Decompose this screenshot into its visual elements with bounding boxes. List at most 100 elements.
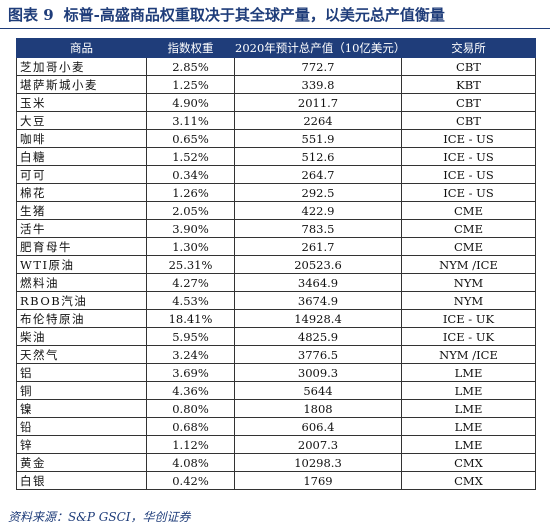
cell-weight: 4.36% xyxy=(146,381,235,400)
table-row: 可可 0.34% 264.7 ICE - US xyxy=(16,165,536,184)
table-row: 天然气 3.24% 3776.5 NYM /ICE xyxy=(16,345,536,364)
table-row: 铜 4.36% 5644 LME xyxy=(16,381,536,400)
cell-output: 3776.5 xyxy=(234,345,402,364)
cell-exchange: LME xyxy=(401,363,536,382)
cell-weight: 2.05% xyxy=(146,201,235,220)
cell-commodity: WTI原油 xyxy=(16,255,147,274)
table-body: 芝加哥小麦 2.85% 772.7 CBT 堪萨斯城小麦 1.25% 339.8 KBT 玉米 4… xyxy=(16,57,536,490)
cell-weight: 4.08% xyxy=(146,453,235,472)
cell-output: 261.7 xyxy=(234,237,402,256)
table-row: 肥育母牛 1.30% 261.7 CME xyxy=(16,237,536,256)
table-row: 柴油 5.95% 4825.9 ICE - UK xyxy=(16,327,536,346)
cell-weight: 4.53% xyxy=(146,291,235,310)
cell-exchange: ICE - US xyxy=(401,165,536,184)
cell-commodity: 白糖 xyxy=(16,147,147,166)
source-note: 资料来源：S&P GSCI，华创证券 xyxy=(8,510,191,524)
table-row: 活牛 3.90% 783.5 CME xyxy=(16,219,536,238)
cell-output: 14928.4 xyxy=(234,309,402,328)
cell-output: 4825.9 xyxy=(234,327,402,346)
cell-exchange: NYM /ICE xyxy=(401,345,536,364)
cell-weight: 3.11% xyxy=(146,111,235,130)
table-row: 黄金 4.08% 10298.3 CMX xyxy=(16,453,536,472)
cell-weight: 4.90% xyxy=(146,93,235,112)
cell-commodity: 芝加哥小麦 xyxy=(16,57,147,76)
cell-exchange: CME xyxy=(401,237,536,256)
table-row: 堪萨斯城小麦 1.25% 339.8 KBT xyxy=(16,75,536,94)
table-row: 咖啡 0.65% 551.9 ICE - US xyxy=(16,129,536,148)
cell-exchange: CME xyxy=(401,219,536,238)
table-row: WTI原油 25.31% 20523.6 NYM /ICE xyxy=(16,255,536,274)
cell-commodity: 肥育母牛 xyxy=(16,237,147,256)
cell-output: 2264 xyxy=(234,111,402,130)
cell-commodity: 玉米 xyxy=(16,93,147,112)
cell-exchange: CMX xyxy=(401,453,536,472)
cell-weight: 5.95% xyxy=(146,327,235,346)
cell-weight: 3.24% xyxy=(146,345,235,364)
cell-exchange: KBT xyxy=(401,75,536,94)
table-row: 芝加哥小麦 2.85% 772.7 CBT xyxy=(16,57,536,76)
cell-commodity: 柴油 xyxy=(16,327,147,346)
figure-label: 图表 9 xyxy=(8,6,54,24)
cell-exchange: ICE - US xyxy=(401,147,536,166)
cell-exchange: CME xyxy=(401,201,536,220)
cell-commodity: 铝 xyxy=(16,363,147,382)
cell-exchange: ICE - UK xyxy=(401,309,536,328)
cell-output: 422.9 xyxy=(234,201,402,220)
header-output: 2020年预计总产值（10亿美元） xyxy=(234,38,405,58)
cell-weight: 0.42% xyxy=(146,471,235,490)
cell-output: 512.6 xyxy=(234,147,402,166)
cell-output: 1808 xyxy=(234,399,402,418)
cell-exchange: LME xyxy=(401,381,536,400)
cell-commodity: RBOB汽油 xyxy=(16,291,147,310)
table-row: 镍 0.80% 1808 LME xyxy=(16,399,536,418)
cell-weight: 1.12% xyxy=(146,435,235,454)
cell-commodity: 黄金 xyxy=(16,453,147,472)
cell-commodity: 可可 xyxy=(16,165,147,184)
cell-output: 772.7 xyxy=(234,57,402,76)
cell-exchange: ICE - US xyxy=(401,183,536,202)
cell-weight: 0.68% xyxy=(146,417,235,436)
cell-commodity: 白银 xyxy=(16,471,147,490)
table-row: 燃料油 4.27% 3464.9 NYM xyxy=(16,273,536,292)
header-exchange: 交易所 xyxy=(401,38,536,58)
header-weight: 指数权重 xyxy=(146,38,235,58)
cell-commodity: 棉花 xyxy=(16,183,147,202)
cell-commodity: 活牛 xyxy=(16,219,147,238)
table-row: RBOB汽油 4.53% 3674.9 NYM xyxy=(16,291,536,310)
cell-output: 292.5 xyxy=(234,183,402,202)
table-row: 白银 0.42% 1769 CMX xyxy=(16,471,536,490)
table-header-row: 商品 指数权重 2020年预计总产值（10亿美元） 交易所 xyxy=(16,38,536,58)
cell-exchange: NYM /ICE xyxy=(401,255,536,274)
cell-output: 3009.3 xyxy=(234,363,402,382)
cell-commodity: 咖啡 xyxy=(16,129,147,148)
cell-commodity: 镍 xyxy=(16,399,147,418)
cell-exchange: NYM xyxy=(401,273,536,292)
cell-commodity: 铜 xyxy=(16,381,147,400)
cell-commodity: 铅 xyxy=(16,417,147,436)
title-rule xyxy=(0,28,550,29)
cell-output: 2007.3 xyxy=(234,435,402,454)
cell-weight: 1.30% xyxy=(146,237,235,256)
cell-exchange: LME xyxy=(401,435,536,454)
cell-weight: 3.90% xyxy=(146,219,235,238)
table-row: 布伦特原油 18.41% 14928.4 ICE - UK xyxy=(16,309,536,328)
cell-weight: 1.52% xyxy=(146,147,235,166)
table-row: 白糖 1.52% 512.6 ICE - US xyxy=(16,147,536,166)
cell-output: 264.7 xyxy=(234,165,402,184)
header-commodity: 商品 xyxy=(16,38,147,58)
cell-weight: 4.27% xyxy=(146,273,235,292)
cell-output: 3674.9 xyxy=(234,291,402,310)
cell-weight: 1.26% xyxy=(146,183,235,202)
cell-weight: 0.80% xyxy=(146,399,235,418)
cell-commodity: 堪萨斯城小麦 xyxy=(16,75,147,94)
cell-output: 3464.9 xyxy=(234,273,402,292)
cell-weight: 2.85% xyxy=(146,57,235,76)
cell-weight: 18.41% xyxy=(146,309,235,328)
cell-output: 339.8 xyxy=(234,75,402,94)
cell-exchange: ICE - US xyxy=(401,129,536,148)
cell-commodity: 锌 xyxy=(16,435,147,454)
cell-output: 10298.3 xyxy=(234,453,402,472)
cell-exchange: CBT xyxy=(401,111,536,130)
cell-output: 606.4 xyxy=(234,417,402,436)
cell-weight: 3.69% xyxy=(146,363,235,382)
